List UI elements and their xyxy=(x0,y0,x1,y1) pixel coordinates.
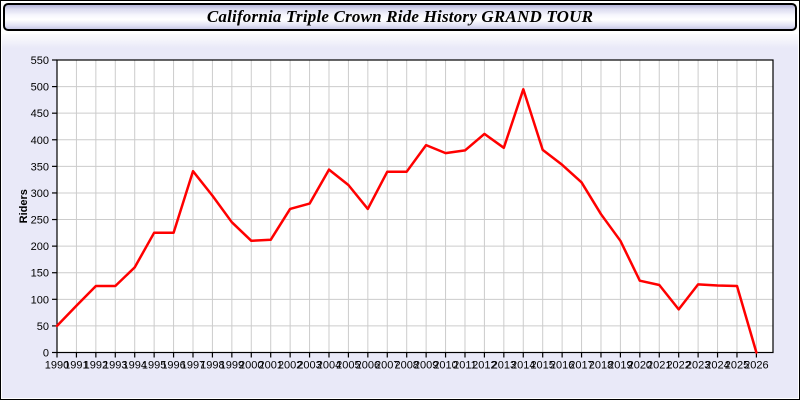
x-tick-label: 2022 xyxy=(666,360,690,372)
x-tick-label: 2003 xyxy=(297,360,321,372)
y-tick-label: 100 xyxy=(31,294,49,306)
x-tick-label: 2018 xyxy=(589,360,613,372)
page-title: California Triple Crown Ride History GRA… xyxy=(206,7,594,26)
x-tick-label: 2013 xyxy=(492,360,516,372)
x-tick-label: 2012 xyxy=(472,360,496,372)
x-tick-label: 1990 xyxy=(45,360,69,372)
x-tick-label: 2002 xyxy=(278,360,302,372)
gridlines xyxy=(57,60,773,353)
x-axis-labels: 1990199119921993199419951996199719981999… xyxy=(45,352,769,372)
y-axis-title: Riders xyxy=(18,189,30,223)
x-tick-label: 2017 xyxy=(569,360,593,372)
x-tick-label: 1998 xyxy=(200,360,224,372)
title-banner: California Triple Crown Ride History GRA… xyxy=(3,3,797,31)
x-tick-label: 1993 xyxy=(103,360,127,372)
x-tick-label: 2010 xyxy=(433,360,457,372)
y-tick-label: 500 xyxy=(31,82,49,94)
x-tick-label: 2019 xyxy=(608,360,632,372)
plot-frame xyxy=(56,59,774,354)
y-tick-label: 350 xyxy=(31,161,49,173)
x-tick-label: 2006 xyxy=(356,360,380,372)
x-tick-label: 2007 xyxy=(375,360,399,372)
y-tick-label: 50 xyxy=(37,321,49,333)
y-axis-labels: 0 50 100 150 200 250 300 350 400 450 500 550 xyxy=(31,55,57,360)
x-tick-label: 1997 xyxy=(181,360,205,372)
x-tick-label: 2021 xyxy=(647,360,671,372)
x-tick-label: 2015 xyxy=(530,360,554,372)
y-tick-label: 250 xyxy=(31,215,49,227)
x-tick-label: 1995 xyxy=(142,360,166,372)
x-tick-label: 1996 xyxy=(161,360,185,372)
plot-area xyxy=(57,60,773,353)
x-tick-label: 2025 xyxy=(725,360,749,372)
y-tick-label: 550 xyxy=(31,55,49,67)
x-tick-label: 2024 xyxy=(705,360,729,372)
x-tick-label: 2014 xyxy=(511,360,535,372)
x-tick-label: 2009 xyxy=(414,360,438,372)
x-tick-label: 2005 xyxy=(336,360,360,372)
x-tick-label: 2001 xyxy=(258,360,282,372)
x-tick-label: 1991 xyxy=(64,360,88,372)
x-tick-label: 2020 xyxy=(628,360,652,372)
y-tick-label: 400 xyxy=(31,135,49,147)
x-tick-label: 1999 xyxy=(220,360,244,372)
y-tick-label: 200 xyxy=(31,241,49,253)
y-tick-label: 0 xyxy=(43,348,49,360)
x-tick-label: 1994 xyxy=(122,360,146,372)
y-tick-label: 150 xyxy=(31,268,49,280)
riders-line-chart: 0501001502002503003504004505005501990199… xyxy=(18,55,774,372)
x-tick-label: 2026 xyxy=(744,360,768,372)
x-tick-label: 1992 xyxy=(84,360,108,372)
y-tick-label: 450 xyxy=(31,108,49,120)
chart-panel: 0 50 100 150 200 250 300 350 400 450 500 550 1990 199… xyxy=(2,34,798,398)
x-tick-label: 2004 xyxy=(317,360,341,372)
x-tick-label: 2016 xyxy=(550,360,574,372)
x-tick-label: 2023 xyxy=(686,360,710,372)
x-tick-label: 2011 xyxy=(453,360,477,372)
riders-series-line xyxy=(55,88,758,354)
y-tick-label: 300 xyxy=(31,188,49,200)
x-tick-label: 2008 xyxy=(394,360,418,372)
x-tick-label: 2000 xyxy=(239,360,263,372)
